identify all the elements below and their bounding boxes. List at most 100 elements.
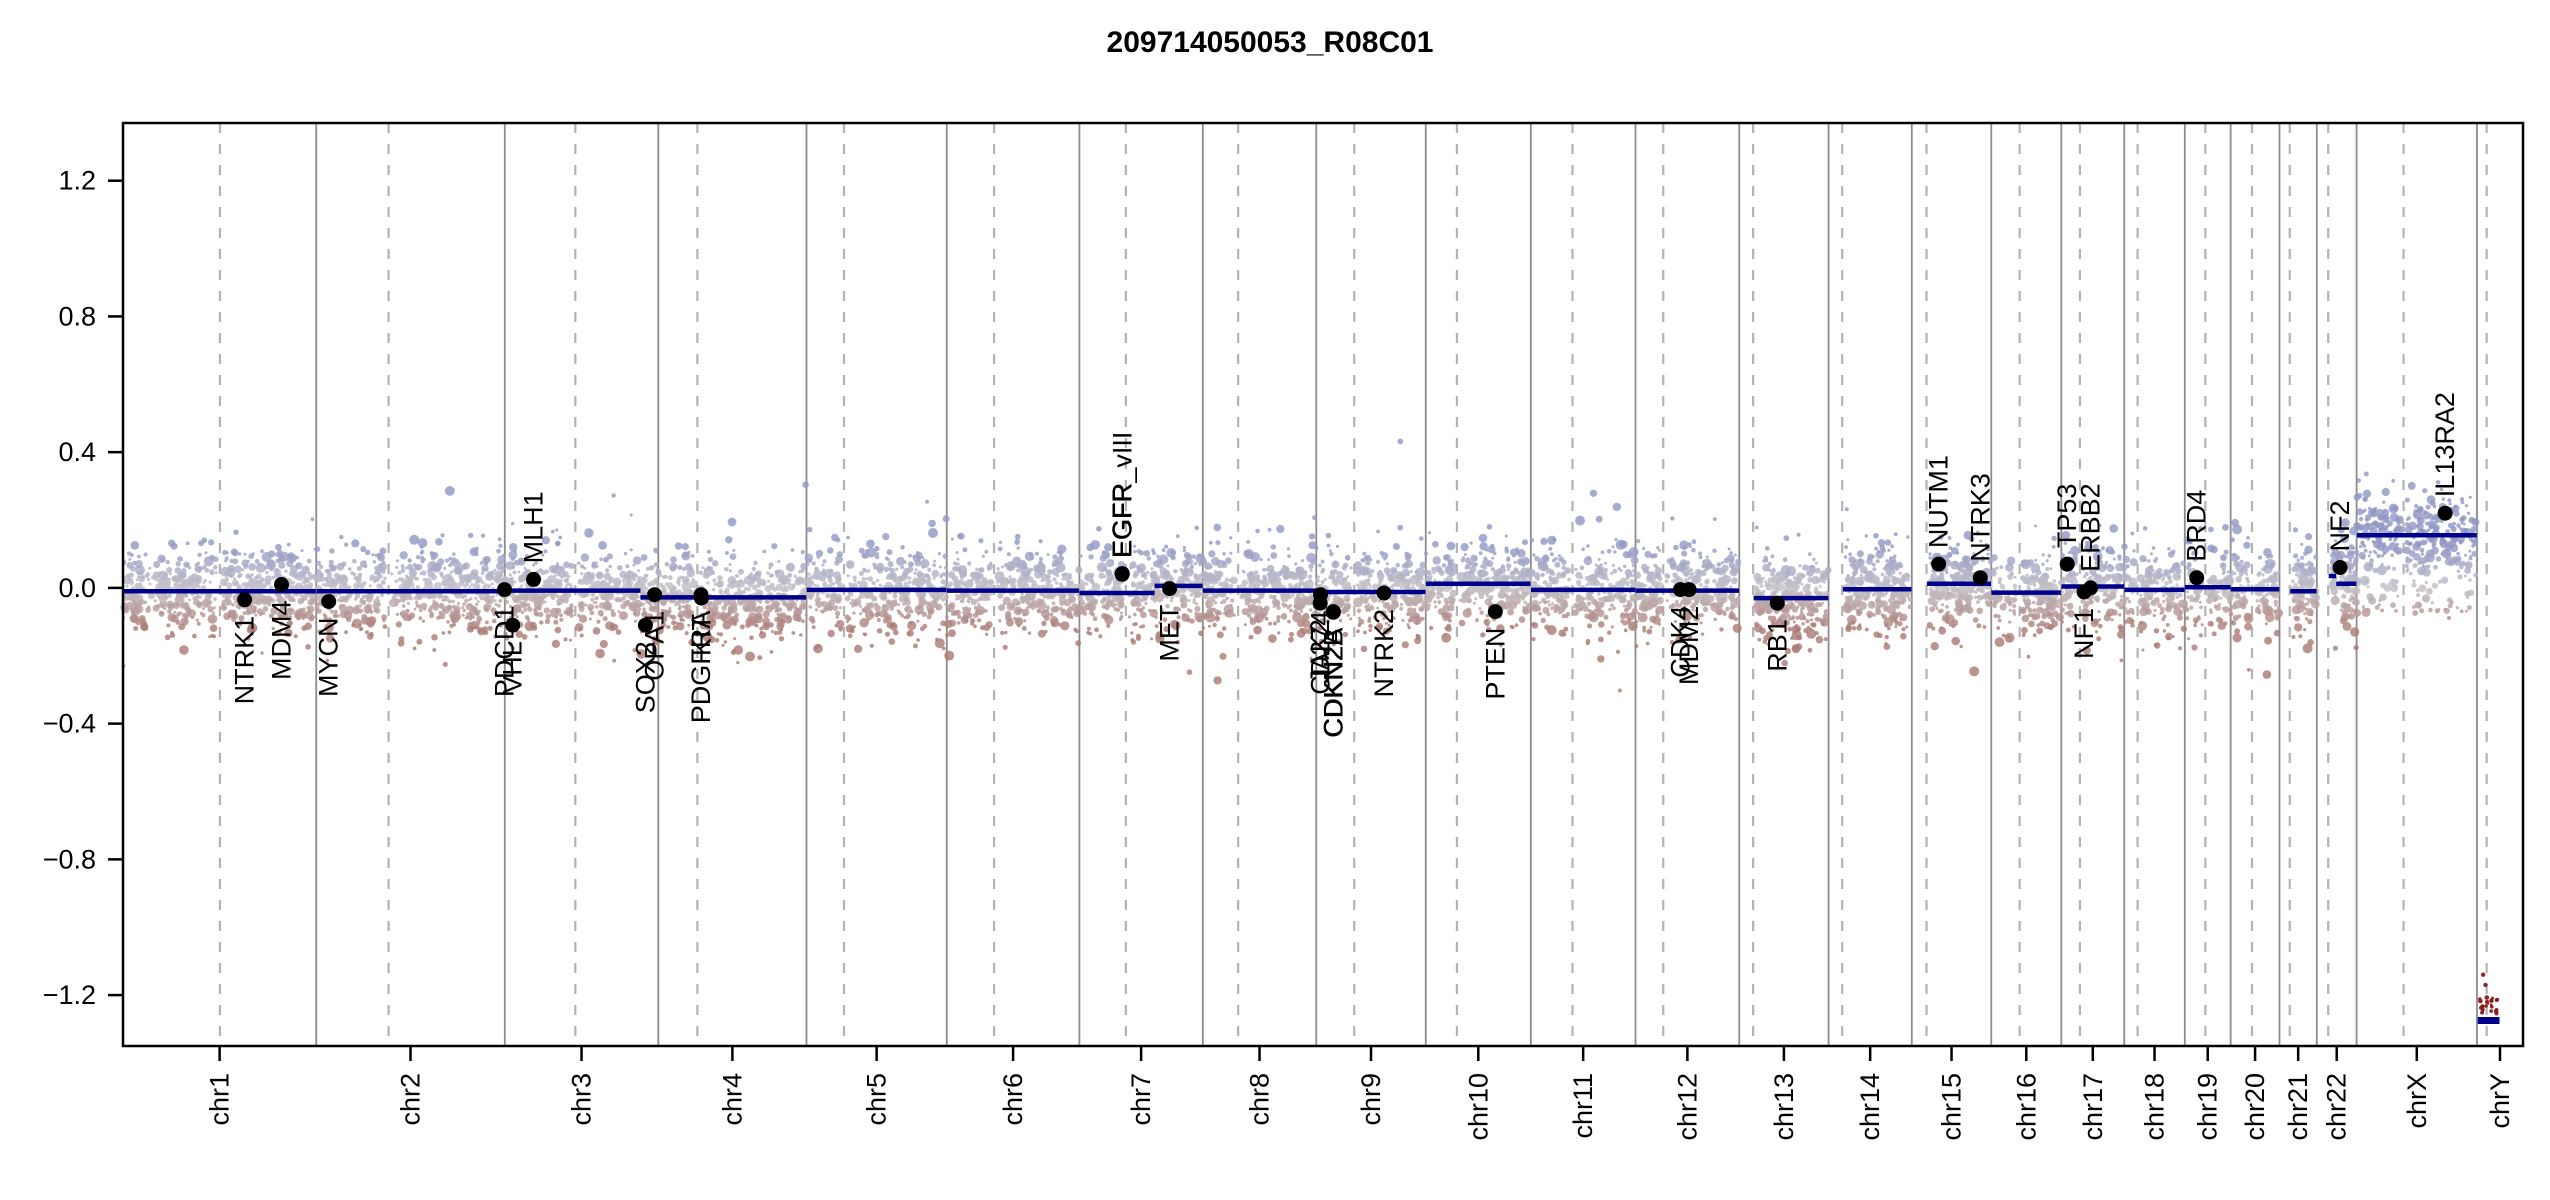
scatter-point [1268, 575, 1276, 583]
scatter-point [1288, 571, 1292, 575]
scatter-point [641, 612, 647, 618]
scatter-point [551, 639, 561, 649]
scatter-point [379, 547, 387, 555]
scatter-point [728, 569, 733, 573]
scatter-point [1506, 568, 1510, 572]
scatter-point [208, 539, 215, 546]
scatter-point [1613, 593, 1618, 598]
scatter-point [997, 592, 1004, 599]
scatter-point [246, 636, 251, 641]
scatter-point [419, 545, 424, 549]
scatter-point [1101, 604, 1106, 609]
scatter-point [1268, 594, 1274, 600]
scatter-point [1705, 555, 1709, 559]
scatter-point [721, 618, 725, 622]
scatter-point [684, 606, 689, 610]
scatter-point [749, 635, 754, 641]
scatter-point [962, 547, 968, 553]
scatter-point [427, 568, 432, 573]
scatter-point [1026, 576, 1034, 583]
scatter-point [162, 575, 166, 579]
scatter-point [1503, 577, 1508, 582]
scatter-point [1212, 622, 1217, 628]
scatter-point [1112, 585, 1117, 590]
scatter-point [745, 617, 755, 627]
scatter-point [400, 564, 405, 569]
scatter-point [241, 568, 245, 572]
scatter-point [316, 560, 322, 566]
scatter-point [956, 562, 960, 566]
scatter-point [1289, 631, 1294, 637]
scatter-point [266, 560, 276, 571]
scatter-point [412, 646, 417, 651]
scatter-point [270, 607, 279, 615]
scatter-point [1362, 551, 1367, 556]
scatter-point [945, 619, 949, 623]
scatter-point [405, 574, 409, 578]
scatter-point [1399, 602, 1404, 607]
scatter-point [1434, 605, 1438, 609]
scatter-point [214, 571, 218, 575]
scatter-point [887, 561, 894, 568]
scatter-point [1357, 616, 1361, 620]
scatter-point [365, 549, 371, 556]
scatter-point [1061, 556, 1065, 561]
scatter-point [1200, 558, 1207, 566]
scatter-point [1418, 606, 1425, 612]
scatter-point [515, 615, 519, 619]
scatter-point [954, 566, 958, 569]
scatter-point [1014, 539, 1020, 545]
scatter-point [1042, 609, 1047, 614]
scatter-point [452, 552, 456, 556]
scatter-point [369, 574, 376, 580]
scatter-point [913, 571, 917, 575]
scatter-point [545, 593, 549, 597]
scatter-point [900, 565, 905, 570]
scatter-point [391, 596, 395, 600]
scatter-point [1657, 622, 1661, 626]
scatter-point [1264, 616, 1269, 621]
scatter-point [518, 558, 524, 564]
scatter-point [1011, 598, 1020, 607]
scatter-point [998, 619, 1002, 623]
scatter-point [875, 612, 881, 617]
scatter-point [179, 579, 183, 583]
scatter-point [1600, 563, 1603, 567]
scatter-point [1405, 572, 1410, 576]
scatter-point [1515, 587, 1519, 591]
scatter-point [300, 549, 304, 553]
scatter-point [354, 592, 361, 599]
scatter-point [234, 582, 238, 586]
scatter-point [513, 598, 517, 603]
scatter-point [727, 517, 737, 527]
scatter-point [1433, 578, 1437, 582]
scatter-point [667, 575, 673, 580]
scatter-point [167, 609, 172, 614]
scatter-point [1546, 600, 1551, 604]
scatter-point [1603, 614, 1609, 620]
scatter-point [449, 570, 454, 574]
scatter-point [1328, 549, 1332, 553]
scatter-point [884, 631, 891, 637]
scatter-point [1670, 579, 1674, 583]
scatter-point [957, 532, 965, 540]
scatter-point [1051, 601, 1056, 606]
scatter-point [794, 608, 799, 613]
scatter-point [1207, 624, 1211, 628]
scatter-point [1406, 612, 1410, 617]
scatter-point [961, 580, 967, 587]
scatter-point [874, 554, 880, 560]
scatter-point [897, 582, 902, 587]
scatter-point [407, 564, 414, 571]
scatter-point [1517, 575, 1521, 579]
scatter-point [1384, 602, 1391, 608]
scatter-point [1732, 623, 1742, 633]
scatter-point [922, 578, 927, 583]
scatter-point [276, 633, 280, 637]
scatter-point [1359, 580, 1363, 585]
scatter-point [1618, 595, 1626, 604]
scatter-point [1150, 582, 1155, 587]
scatter-point [596, 619, 601, 624]
scatter-point [275, 543, 282, 551]
scatter-point [1276, 524, 1285, 534]
